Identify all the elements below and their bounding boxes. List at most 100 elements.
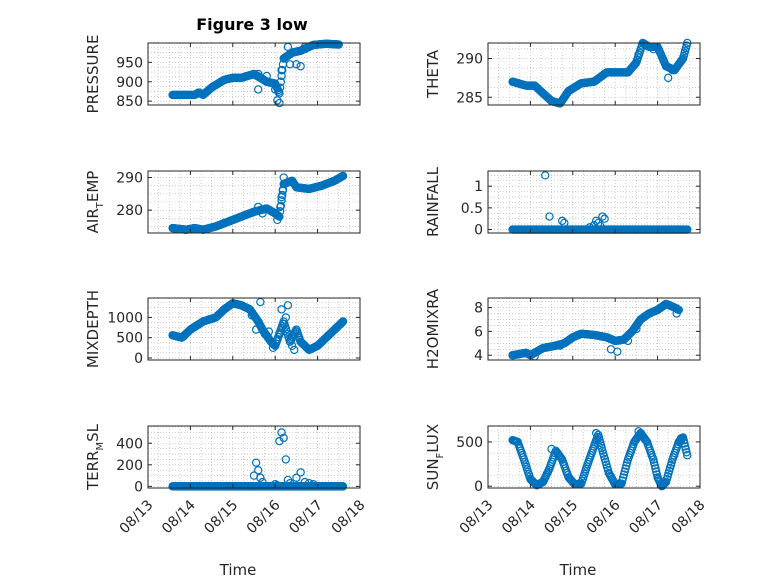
data-point <box>596 221 605 231</box>
y-axis-label-main: PRESSURE <box>84 35 102 114</box>
y-tick-label: 8 <box>474 301 483 317</box>
data-point <box>281 455 290 464</box>
data-point <box>283 301 293 310</box>
y-axis-label: RAINFALL <box>424 166 442 237</box>
data-point <box>273 215 282 225</box>
y-axis-label: SUNFLUX <box>424 424 446 490</box>
data-point <box>598 212 607 221</box>
data-point <box>300 477 310 487</box>
data-point <box>672 309 681 318</box>
data-series <box>508 299 684 361</box>
data-point <box>275 98 284 108</box>
y-axis-label: PRESSURE <box>84 35 102 114</box>
y-axis-label-rest: LUX <box>424 424 442 453</box>
data-point <box>277 65 286 75</box>
data-point <box>277 71 286 81</box>
data-point <box>254 69 263 79</box>
data-point <box>683 451 692 460</box>
axes-frame <box>487 170 701 234</box>
axes-frame <box>147 425 361 489</box>
data-point <box>296 468 305 477</box>
data-point <box>338 317 348 326</box>
data-point <box>279 433 288 443</box>
data-point <box>254 466 263 475</box>
data-point <box>660 479 669 488</box>
data-point <box>664 73 673 83</box>
subplot-h2omixra: 4 6 8 H2OMIXRA <box>424 288 701 369</box>
data-point <box>285 60 295 69</box>
y-tick-label: 500 <box>116 331 143 347</box>
data-point <box>271 85 280 94</box>
data-point <box>591 216 601 226</box>
data-point <box>268 338 277 348</box>
data-point <box>634 427 643 436</box>
y-axis-label-rest: SL <box>84 423 102 442</box>
y-tick-label: 4 <box>474 348 483 364</box>
y-axis-label: MIXDEPTH <box>84 290 102 368</box>
axes-frame <box>147 170 361 234</box>
data-point <box>276 77 286 86</box>
data-point <box>292 473 301 482</box>
data-point <box>589 220 599 230</box>
y-tick-label: 200 <box>116 458 143 474</box>
data-point <box>632 324 641 334</box>
data-series <box>168 428 348 491</box>
data-point <box>337 318 346 328</box>
subplot-grid: 850 900 950 PRESSURE 285 290 THETA 280 290 AIRTEM… <box>84 35 708 579</box>
data-point <box>281 313 290 322</box>
data-point <box>254 85 263 94</box>
data-point <box>251 458 261 467</box>
data-point <box>613 347 622 356</box>
y-axis-label: THETA <box>424 49 442 99</box>
y-axis-label: TERRMSL <box>84 423 106 491</box>
data-point <box>287 341 297 351</box>
data-point <box>264 327 274 336</box>
data-point <box>296 62 305 71</box>
data-point <box>277 305 286 314</box>
data-point <box>338 318 347 327</box>
axes-frame <box>487 42 701 106</box>
data-point <box>285 478 295 488</box>
y-tick-label: 400 <box>116 436 143 452</box>
data-point <box>273 481 282 490</box>
y-tick-label: 850 <box>116 94 143 110</box>
data-series <box>168 297 348 355</box>
data-series <box>168 171 348 234</box>
data-point <box>292 60 301 69</box>
y-axis-label-rest: EMP <box>84 171 102 202</box>
axes-frame <box>487 297 701 361</box>
y-axis-label-main: SUN <box>424 458 442 490</box>
y-axis-label-main: MIXDEPTH <box>84 290 102 368</box>
y-tick-label: 0 <box>474 223 483 239</box>
data-point <box>258 209 267 218</box>
y-tick-label: 285 <box>456 90 483 106</box>
data-point <box>556 453 565 462</box>
axes-frame <box>147 297 361 361</box>
y-tick-label: 290 <box>116 171 143 187</box>
data-point <box>555 341 565 350</box>
data-point <box>641 435 650 444</box>
data-series <box>168 39 343 108</box>
subplot-pressure: 850 900 950 PRESSURE <box>84 35 361 114</box>
y-axis-label-subscript: T <box>95 201 106 209</box>
y-tick-label: 1 <box>474 179 483 195</box>
data-point <box>279 173 288 182</box>
data-point <box>585 223 594 232</box>
data-point <box>634 50 643 59</box>
data-point <box>545 212 554 221</box>
data-point <box>649 45 658 54</box>
data-point <box>338 482 348 491</box>
y-axis-label: H2OMIXRA <box>424 288 442 369</box>
y-tick-label: 0.5 <box>461 201 483 217</box>
y-tick-label: 950 <box>116 55 143 71</box>
subplot-theta: 285 290 THETA <box>424 38 701 108</box>
data-point <box>547 444 556 454</box>
axes-frame <box>487 425 701 489</box>
data-point <box>247 311 257 320</box>
data-point <box>677 56 686 65</box>
y-axis-label-subscript: F <box>435 452 446 458</box>
data-point <box>676 434 686 443</box>
figure-title: Figure 3 low <box>196 15 308 34</box>
data-point <box>256 473 265 482</box>
